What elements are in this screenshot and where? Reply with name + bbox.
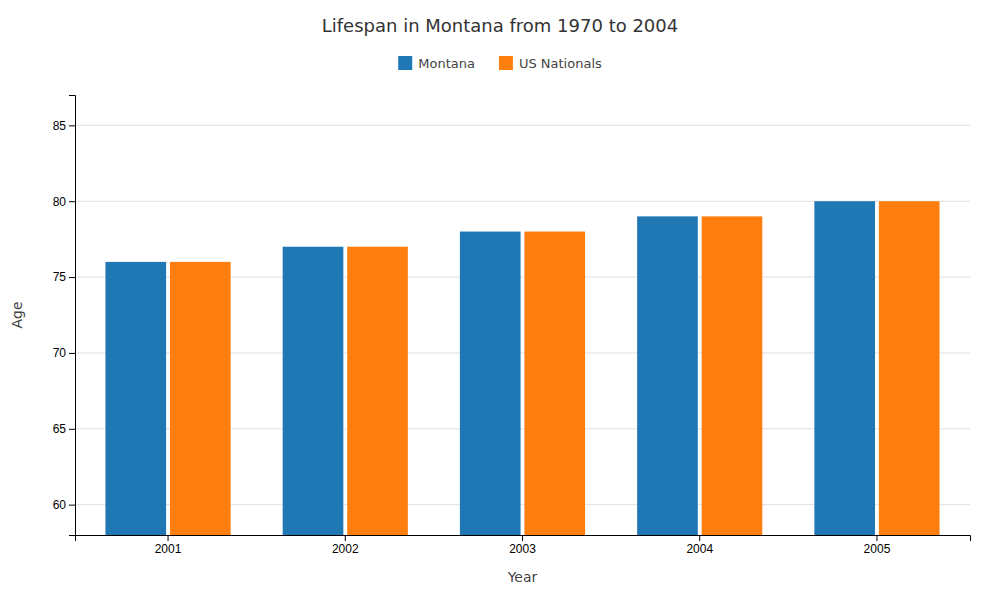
bar [460, 232, 521, 535]
y-tick: 70 [53, 346, 75, 360]
x-axis-line [76, 536, 971, 542]
bar-series [170, 201, 940, 535]
bar [524, 232, 585, 535]
legend: Montana US Nationals [398, 56, 602, 71]
y-tick-label: 75 [53, 270, 67, 284]
bar [283, 247, 344, 535]
legend-label: Montana [418, 56, 475, 71]
y-tick-label: 60 [53, 498, 67, 512]
x-tick-label: 2003 [509, 542, 536, 556]
bar [879, 201, 940, 535]
bar [702, 216, 763, 535]
x-tick: 2005 [864, 535, 891, 556]
y-tick-mark [69, 505, 75, 506]
legend-item: US Nationals [499, 56, 602, 71]
x-tick: 2003 [509, 535, 536, 556]
y-tick: 80 [53, 195, 75, 209]
y-tick-label: 70 [53, 346, 67, 360]
x-axis: 2001 2002 2003 2004 2005 [76, 535, 971, 556]
y-tick-label: 80 [53, 195, 67, 209]
y-tick: 75 [53, 270, 75, 284]
x-tick: 2001 [155, 535, 182, 556]
bar [637, 216, 698, 535]
x-tick-mark [168, 535, 169, 541]
legend-swatch [499, 56, 513, 70]
y-tick-mark [69, 277, 75, 278]
x-tick-label: 2001 [155, 542, 182, 556]
x-tick-mark [876, 535, 877, 541]
y-tick-mark [69, 429, 75, 430]
y-tick-mark [69, 353, 75, 354]
x-tick-label: 2005 [864, 542, 891, 556]
x-tick-label: 2002 [332, 542, 359, 556]
bar [347, 247, 408, 535]
legend-item: Montana [398, 56, 475, 71]
x-tick: 2002 [332, 535, 359, 556]
title: Lifespan in Montana from 1970 to 2004 [322, 15, 678, 36]
x-axis-title: Year [507, 569, 538, 585]
legend-swatch [398, 56, 412, 70]
legend-label: US Nationals [519, 56, 602, 71]
y-axis-title: Age [9, 301, 25, 328]
y-axis: 60 65 70 75 80 85 [53, 96, 76, 536]
x-tick-mark [522, 535, 523, 541]
y-tick: 60 [53, 498, 75, 512]
y-tick-label: 85 [53, 119, 67, 133]
y-axis-line [69, 96, 76, 536]
y-tick-mark [69, 201, 75, 202]
plot: 60 65 70 75 80 85 2001 2002 2003 2004 2005 [53, 96, 971, 556]
y-tick: 85 [53, 119, 75, 133]
y-tick-label: 65 [53, 422, 67, 436]
chart: 60 65 70 75 80 85 2001 2002 2003 2004 2005 Lifespan… [0, 0, 1000, 600]
grid-line [75, 125, 970, 126]
bar [105, 262, 166, 535]
bars [105, 201, 939, 535]
y-tick: 65 [53, 422, 75, 436]
bar [814, 201, 875, 535]
bar-series [105, 201, 875, 535]
x-tick: 2004 [686, 535, 713, 556]
x-tick-label: 2004 [686, 542, 713, 556]
x-tick-mark [345, 535, 346, 541]
y-tick-mark [69, 125, 75, 126]
x-tick-mark [699, 535, 700, 541]
bar [170, 262, 231, 535]
